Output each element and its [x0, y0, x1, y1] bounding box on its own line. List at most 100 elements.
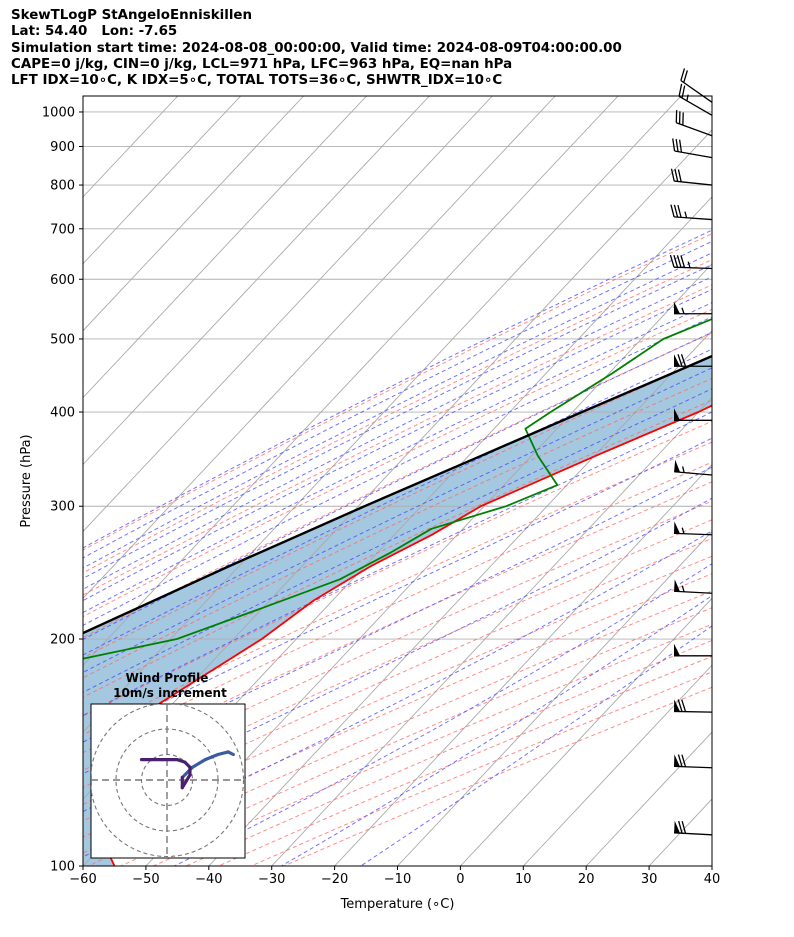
y-tick-label: 700 — [50, 222, 75, 237]
wind-barb — [675, 110, 713, 137]
location-line: Lat: 54.40 Lon: -7.65 — [11, 24, 178, 40]
hodograph-trace-segment — [190, 757, 207, 769]
cape-shading — [83, 356, 712, 866]
moist-adiabat-line — [83, 348, 712, 656]
dry-adiabat-line — [88, 590, 712, 866]
isotherm-line — [83, 96, 367, 399]
moist-adiabat-line — [83, 264, 712, 580]
isotherm-line — [83, 96, 304, 332]
isotherm-line — [648, 798, 712, 866]
wind-barb — [674, 820, 713, 836]
hodograph-title: Wind Profile — [126, 671, 209, 685]
wind-barb — [674, 521, 713, 536]
isotherm-line — [83, 96, 682, 733]
isotherm-line — [83, 96, 493, 533]
moist-adiabat-line — [83, 367, 712, 674]
wind-barb — [674, 459, 713, 476]
y-axis-label: Pressure (hPa) — [19, 434, 34, 527]
x-axis-label: Temperature (∘C) — [340, 897, 455, 912]
x-tick-label: −10 — [384, 872, 411, 887]
moist-adiabat-line — [83, 497, 712, 813]
parcel-profile-line — [83, 354, 712, 635]
dry-adiabat-line — [83, 420, 712, 717]
wind-barb — [673, 699, 713, 713]
wind-barb — [680, 68, 713, 103]
wind-barb — [670, 168, 713, 186]
x-tick-label: 30 — [641, 872, 658, 887]
hodograph-frame — [90, 703, 246, 859]
x-tick-label: 10 — [515, 872, 532, 887]
dry-adiabat-line — [83, 537, 712, 822]
isotherm-line — [271, 396, 712, 866]
y-tick-label: 400 — [50, 406, 75, 421]
moist-adiabat-line — [83, 331, 712, 641]
moist-adiabat-line — [83, 276, 712, 590]
dry-adiabat-line — [83, 355, 712, 659]
dry-adiabat-line — [83, 461, 712, 754]
dry-adiabat-line — [185, 639, 712, 866]
y-tick-label: 200 — [50, 633, 75, 648]
x-tick-label: −30 — [258, 872, 285, 887]
y-tick-label: 900 — [50, 140, 75, 155]
wind-barb — [674, 354, 712, 367]
x-tick-label: −60 — [69, 872, 96, 887]
isotherm-line — [208, 330, 712, 866]
moist-adiabat-line — [83, 388, 712, 693]
wind-barb — [672, 138, 713, 159]
y-tick-label: 300 — [50, 500, 75, 515]
dry-adiabat-line — [83, 233, 712, 551]
x-tick-label: 0 — [456, 872, 464, 887]
moist-adiabat-line — [83, 240, 712, 559]
isotherm-line — [585, 731, 712, 866]
dry-adiabat-line — [83, 308, 712, 618]
isotherm-line — [334, 463, 712, 866]
dry-adiabat-line — [83, 573, 712, 854]
time-line: Simulation start time: 2024-08-08_00:00:… — [11, 40, 622, 56]
y-tick-label: 600 — [50, 273, 75, 288]
dewpoint-profile-line — [83, 318, 712, 660]
x-tick-label: −20 — [321, 872, 348, 887]
isotherm-line — [83, 96, 556, 599]
x-tick-label: −40 — [195, 872, 222, 887]
isotherm-line — [522, 664, 712, 866]
dry-adiabat-line — [283, 686, 712, 866]
hodograph-trace-segment — [180, 773, 192, 790]
hodograph-ring — [91, 704, 245, 858]
hodograph-subtitle: 10m/s increment — [113, 686, 227, 700]
y-tick-label: 1000 — [42, 105, 75, 120]
isotherm-line — [83, 96, 619, 666]
wind-barb — [670, 204, 713, 221]
y-tick-label: 100 — [50, 860, 75, 875]
wind-barb — [674, 301, 712, 315]
x-tick-label: −50 — [132, 872, 159, 887]
wind-barb — [674, 408, 712, 421]
mixing-ratio-line — [740, 96, 794, 337]
isotherm-line — [460, 597, 712, 866]
index-line: LFT IDX=10∘C, K IDX=5∘C, TOTAL TOTS=36∘C… — [11, 73, 503, 89]
chart-header: SkewTLogP StAngeloEnniskillen Lat: 54.40… — [11, 8, 622, 89]
dry-adiabat-line — [83, 399, 712, 698]
cape-line: CAPE=0 j/kg, CIN=0 j/kg, LCL=971 hPa, LF… — [11, 56, 513, 72]
wind-barb — [674, 579, 713, 594]
hodograph-trace-segment — [203, 752, 220, 762]
wind-barb — [669, 254, 713, 270]
moist-adiabat-line — [83, 466, 712, 775]
isotherm-line — [397, 530, 712, 866]
isotherm-line — [83, 96, 430, 466]
plot-area — [83, 96, 794, 866]
wind-barb — [674, 754, 713, 769]
chart-title: SkewTLogP StAngeloEnniskillen — [11, 8, 253, 23]
isotherm-line — [145, 263, 712, 866]
y-tick-label: 800 — [50, 179, 75, 194]
hodograph-trace-segment — [216, 750, 230, 757]
moist-adiabat-line — [83, 437, 712, 743]
moist-adiabat-line — [83, 229, 712, 549]
wind-barb — [674, 643, 712, 657]
x-tick-label: 40 — [704, 872, 721, 887]
y-tick-label: 500 — [50, 332, 75, 347]
dry-adiabat-line — [153, 623, 712, 866]
x-tick-label: 20 — [578, 872, 595, 887]
dry-adiabat-line — [83, 284, 712, 596]
